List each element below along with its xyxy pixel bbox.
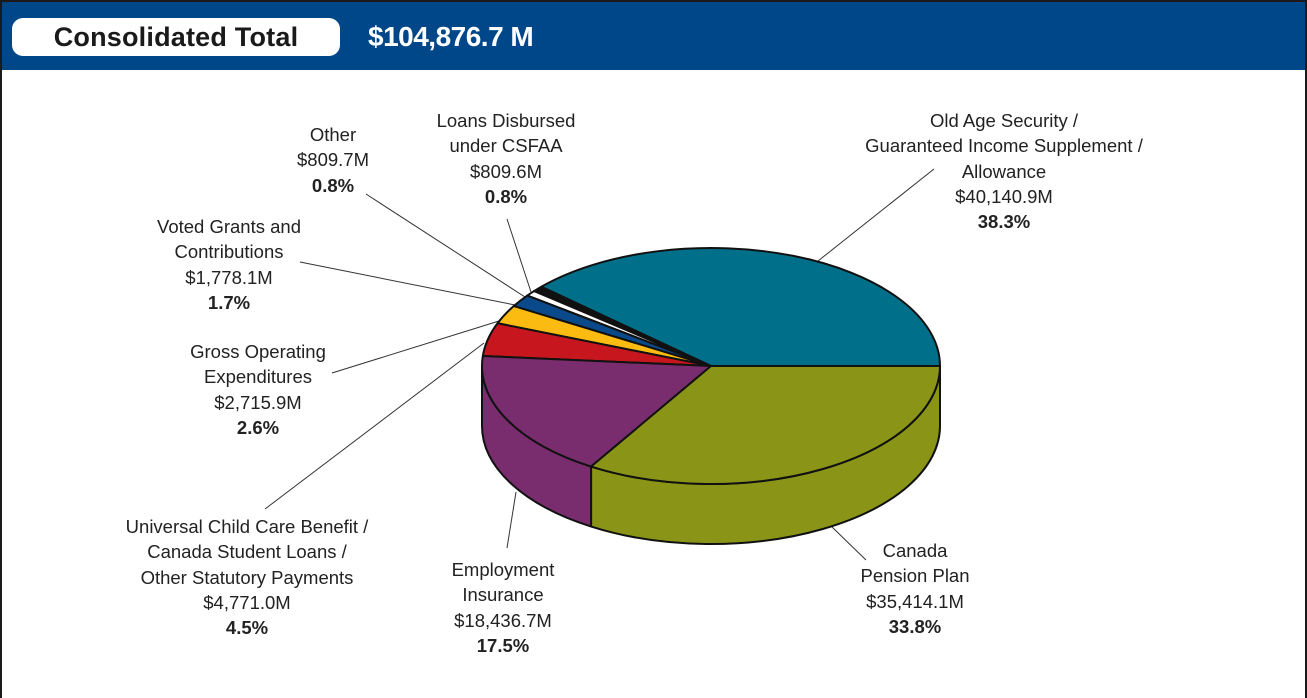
leader-line-voted: [299, 261, 516, 306]
label-grossop-percent: 2.6%: [236, 416, 280, 438]
leader-lines: [264, 168, 935, 561]
label-uccb-line2: Canada Student Loans /: [147, 541, 347, 563]
label-grossop-amount: $2,715.9M: [214, 391, 302, 413]
label-uccb-percent: 4.5%: [225, 617, 269, 639]
header-bar: Consolidated Total $104,876.7 M: [2, 2, 1305, 70]
label-cpp-line2: Pension Plan: [860, 565, 970, 587]
label-loans-line1: Loans Disbursed: [436, 110, 576, 131]
label-ei-line2: Insurance: [462, 584, 544, 606]
label-other-amount: $809.7M: [297, 149, 369, 171]
label-loans-line2: under CSFAA: [449, 135, 563, 157]
label-cpp-amount: $35,414.1M: [866, 590, 964, 612]
label-oas-line3: Allowance: [961, 160, 1047, 182]
label-voted-line1: Voted Grants and: [157, 216, 301, 237]
label-grossop-line2: Expenditures: [204, 366, 312, 388]
leader-line-oas: [817, 168, 935, 262]
pie-slice-cpp: [590, 365, 941, 485]
leader-line-loans: [506, 218, 532, 293]
label-ei: Employment Insurance $18,436.7M 17.5%: [452, 557, 555, 658]
leader-line-ei: [506, 491, 517, 549]
label-other-line1: Other: [309, 124, 357, 145]
label-grossop-line1: Gross Operating: [190, 341, 326, 362]
label-other: Other $809.7M 0.8%: [297, 122, 369, 198]
label-oas-line1: Old Age Security /: [929, 110, 1079, 131]
pie-slice-ei: [481, 355, 712, 468]
label-other-percent: 0.8%: [311, 174, 355, 196]
label-oas: Old Age Security / Guaranteed Income Sup…: [865, 108, 1143, 234]
title-pill: Consolidated Total: [12, 18, 340, 56]
pie-slice-oas: [540, 247, 941, 367]
label-loans-amount: $809.6M: [470, 160, 542, 182]
label-cpp: Canada Pension Plan $35,414.1M 33.8%: [860, 538, 969, 639]
label-cpp-percent: 33.8%: [888, 615, 942, 637]
label-voted-amount: $1,778.1M: [185, 266, 273, 288]
leader-line-uccb: [264, 342, 485, 510]
label-grossop: Gross Operating Expenditures $2,715.9M 2…: [190, 339, 326, 440]
label-uccb: Universal Child Care Benefit / Canada St…: [126, 514, 369, 640]
pie-tops: [481, 247, 941, 485]
label-uccb-line3: Other Statutory Payments: [140, 566, 354, 588]
label-loans-percent: 0.8%: [484, 185, 528, 207]
label-oas-percent: 38.3%: [977, 211, 1031, 233]
label-uccb-line1: Universal Child Care Benefit /: [125, 516, 369, 537]
label-ei-amount: $18,436.7M: [454, 609, 552, 631]
label-oas-amount: $40,140.9M: [955, 185, 1053, 207]
label-loans: Loans Disbursed under CSFAA $809.6M 0.8%: [437, 108, 576, 209]
leader-line-cpp: [831, 526, 867, 561]
label-ei-percent: 17.5%: [476, 634, 530, 656]
leader-line-grossop: [331, 320, 500, 374]
label-uccb-amount: $4,771.0M: [203, 591, 291, 613]
leader-line-other: [365, 193, 526, 298]
label-oas-line2: Guaranteed Income Supplement /: [865, 135, 1143, 157]
label-voted: Voted Grants and Contributions $1,778.1M…: [157, 214, 301, 315]
total-value: $104,876.7 M: [368, 21, 534, 52]
chart-title: Consolidated Total: [53, 21, 299, 52]
label-voted-percent: 1.7%: [207, 291, 251, 313]
label-ei-line1: Employment: [451, 559, 555, 580]
label-voted-line2: Contributions: [174, 241, 284, 263]
label-cpp-line1: Canada: [882, 540, 948, 561]
